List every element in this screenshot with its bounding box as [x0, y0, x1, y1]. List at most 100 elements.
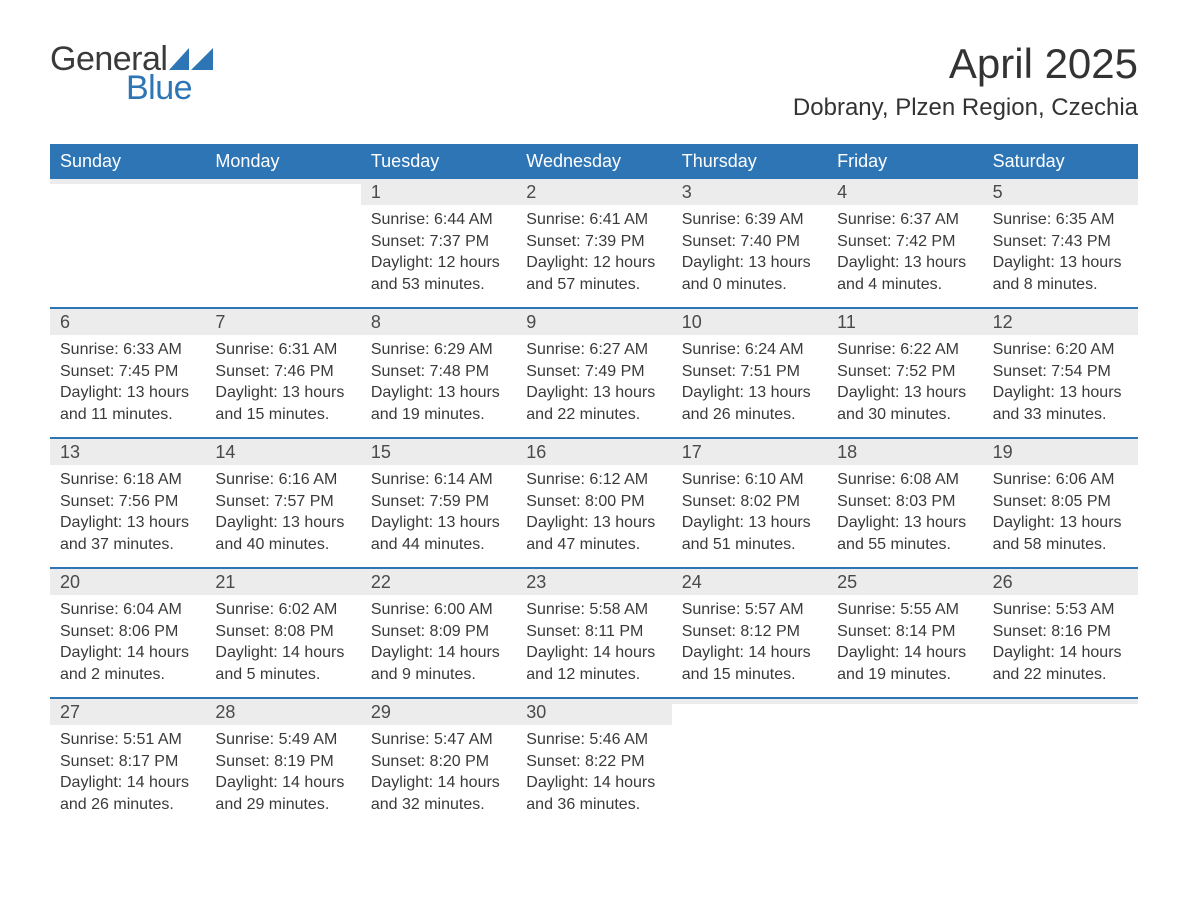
cell-body: Sunrise: 5:53 AM Sunset: 8:16 PM Dayligh…: [983, 595, 1138, 691]
calendar-cell: [50, 179, 205, 307]
date-number: 24: [672, 569, 827, 595]
calendar-cell: 21Sunrise: 6:02 AM Sunset: 8:08 PM Dayli…: [205, 569, 360, 697]
date-number: 30: [516, 699, 671, 725]
cell-body: Sunrise: 5:47 AM Sunset: 8:20 PM Dayligh…: [361, 725, 516, 821]
calendar-cell: 12Sunrise: 6:20 AM Sunset: 7:54 PM Dayli…: [983, 309, 1138, 437]
calendar-cell: 1Sunrise: 6:44 AM Sunset: 7:37 PM Daylig…: [361, 179, 516, 307]
calendar-cell: 4Sunrise: 6:37 AM Sunset: 7:42 PM Daylig…: [827, 179, 982, 307]
date-number: 21: [205, 569, 360, 595]
date-number: 10: [672, 309, 827, 335]
cell-body: Sunrise: 6:22 AM Sunset: 7:52 PM Dayligh…: [827, 335, 982, 431]
calendar-cell: 28Sunrise: 5:49 AM Sunset: 8:19 PM Dayli…: [205, 699, 360, 827]
cell-body: Sunrise: 6:04 AM Sunset: 8:06 PM Dayligh…: [50, 595, 205, 691]
calendar-cell: 14Sunrise: 6:16 AM Sunset: 7:57 PM Dayli…: [205, 439, 360, 567]
calendar-cell: 10Sunrise: 6:24 AM Sunset: 7:51 PM Dayli…: [672, 309, 827, 437]
weekday-sunday: Sunday: [50, 144, 205, 179]
calendar-cell: 11Sunrise: 6:22 AM Sunset: 7:52 PM Dayli…: [827, 309, 982, 437]
calendar-cell: 6Sunrise: 6:33 AM Sunset: 7:45 PM Daylig…: [50, 309, 205, 437]
date-number: 6: [50, 309, 205, 335]
calendar-cell: 26Sunrise: 5:53 AM Sunset: 8:16 PM Dayli…: [983, 569, 1138, 697]
date-number: 3: [672, 179, 827, 205]
cell-body: Sunrise: 5:55 AM Sunset: 8:14 PM Dayligh…: [827, 595, 982, 691]
date-number: 20: [50, 569, 205, 595]
calendar-week: 1Sunrise: 6:44 AM Sunset: 7:37 PM Daylig…: [50, 179, 1138, 307]
date-number: 11: [827, 309, 982, 335]
weekday-friday: Friday: [827, 144, 982, 179]
brand-blue: Blue: [126, 69, 213, 108]
cell-body: Sunrise: 6:33 AM Sunset: 7:45 PM Dayligh…: [50, 335, 205, 431]
cell-body: Sunrise: 6:02 AM Sunset: 8:08 PM Dayligh…: [205, 595, 360, 691]
calendar-cell: 25Sunrise: 5:55 AM Sunset: 8:14 PM Dayli…: [827, 569, 982, 697]
calendar-cell: 5Sunrise: 6:35 AM Sunset: 7:43 PM Daylig…: [983, 179, 1138, 307]
calendar-cell: 30Sunrise: 5:46 AM Sunset: 8:22 PM Dayli…: [516, 699, 671, 827]
brand-logo: General Blue: [50, 40, 213, 108]
calendar-cell: 22Sunrise: 6:00 AM Sunset: 8:09 PM Dayli…: [361, 569, 516, 697]
date-number: 18: [827, 439, 982, 465]
calendar-cell: [827, 699, 982, 827]
cell-body: Sunrise: 5:49 AM Sunset: 8:19 PM Dayligh…: [205, 725, 360, 821]
cell-body: Sunrise: 6:37 AM Sunset: 7:42 PM Dayligh…: [827, 205, 982, 301]
date-number: 2: [516, 179, 671, 205]
weekday-monday: Monday: [205, 144, 360, 179]
date-number: 1: [361, 179, 516, 205]
cell-body: Sunrise: 5:58 AM Sunset: 8:11 PM Dayligh…: [516, 595, 671, 691]
calendar-cell: 23Sunrise: 5:58 AM Sunset: 8:11 PM Dayli…: [516, 569, 671, 697]
cell-body: [983, 704, 1138, 714]
weeks-container: 1Sunrise: 6:44 AM Sunset: 7:37 PM Daylig…: [50, 179, 1138, 827]
date-number: 12: [983, 309, 1138, 335]
calendar-cell: [983, 699, 1138, 827]
date-number: 29: [361, 699, 516, 725]
cell-body: Sunrise: 6:00 AM Sunset: 8:09 PM Dayligh…: [361, 595, 516, 691]
date-number: 23: [516, 569, 671, 595]
calendar-cell: 20Sunrise: 6:04 AM Sunset: 8:06 PM Dayli…: [50, 569, 205, 697]
cell-body: Sunrise: 6:41 AM Sunset: 7:39 PM Dayligh…: [516, 205, 671, 301]
cell-body: Sunrise: 5:57 AM Sunset: 8:12 PM Dayligh…: [672, 595, 827, 691]
weekday-wednesday: Wednesday: [516, 144, 671, 179]
cell-body: Sunrise: 6:12 AM Sunset: 8:00 PM Dayligh…: [516, 465, 671, 561]
calendar-week: 27Sunrise: 5:51 AM Sunset: 8:17 PM Dayli…: [50, 697, 1138, 827]
cell-body: Sunrise: 6:06 AM Sunset: 8:05 PM Dayligh…: [983, 465, 1138, 561]
calendar-cell: 24Sunrise: 5:57 AM Sunset: 8:12 PM Dayli…: [672, 569, 827, 697]
date-number: 13: [50, 439, 205, 465]
title-block: April 2025 Dobrany, Plzen Region, Czechi…: [793, 40, 1138, 122]
date-number: 17: [672, 439, 827, 465]
cell-body: Sunrise: 6:18 AM Sunset: 7:56 PM Dayligh…: [50, 465, 205, 561]
weekday-header: Sunday Monday Tuesday Wednesday Thursday…: [50, 144, 1138, 179]
weekday-tuesday: Tuesday: [361, 144, 516, 179]
calendar-cell: 16Sunrise: 6:12 AM Sunset: 8:00 PM Dayli…: [516, 439, 671, 567]
cell-body: [827, 704, 982, 714]
cell-body: Sunrise: 6:08 AM Sunset: 8:03 PM Dayligh…: [827, 465, 982, 561]
date-number: 16: [516, 439, 671, 465]
weekday-saturday: Saturday: [983, 144, 1138, 179]
calendar-cell: 27Sunrise: 5:51 AM Sunset: 8:17 PM Dayli…: [50, 699, 205, 827]
cell-body: Sunrise: 5:51 AM Sunset: 8:17 PM Dayligh…: [50, 725, 205, 821]
cell-body: Sunrise: 6:44 AM Sunset: 7:37 PM Dayligh…: [361, 205, 516, 301]
cell-body: Sunrise: 6:29 AM Sunset: 7:48 PM Dayligh…: [361, 335, 516, 431]
calendar-cell: 29Sunrise: 5:47 AM Sunset: 8:20 PM Dayli…: [361, 699, 516, 827]
calendar-cell: 18Sunrise: 6:08 AM Sunset: 8:03 PM Dayli…: [827, 439, 982, 567]
calendar: Sunday Monday Tuesday Wednesday Thursday…: [50, 144, 1138, 827]
cell-body: Sunrise: 6:14 AM Sunset: 7:59 PM Dayligh…: [361, 465, 516, 561]
calendar-cell: 15Sunrise: 6:14 AM Sunset: 7:59 PM Dayli…: [361, 439, 516, 567]
calendar-cell: 7Sunrise: 6:31 AM Sunset: 7:46 PM Daylig…: [205, 309, 360, 437]
calendar-cell: 19Sunrise: 6:06 AM Sunset: 8:05 PM Dayli…: [983, 439, 1138, 567]
calendar-cell: 17Sunrise: 6:10 AM Sunset: 8:02 PM Dayli…: [672, 439, 827, 567]
cell-body: Sunrise: 5:46 AM Sunset: 8:22 PM Dayligh…: [516, 725, 671, 821]
month-title: April 2025: [793, 40, 1138, 88]
page-header: General Blue April 2025 Dobrany, Plzen R…: [50, 40, 1138, 122]
calendar-cell: 3Sunrise: 6:39 AM Sunset: 7:40 PM Daylig…: [672, 179, 827, 307]
cell-body: Sunrise: 6:27 AM Sunset: 7:49 PM Dayligh…: [516, 335, 671, 431]
cell-body: Sunrise: 6:31 AM Sunset: 7:46 PM Dayligh…: [205, 335, 360, 431]
cell-body: [672, 704, 827, 714]
date-number: 5: [983, 179, 1138, 205]
calendar-cell: [205, 179, 360, 307]
cell-body: Sunrise: 6:16 AM Sunset: 7:57 PM Dayligh…: [205, 465, 360, 561]
date-number: 27: [50, 699, 205, 725]
date-number: 9: [516, 309, 671, 335]
cell-body: Sunrise: 6:20 AM Sunset: 7:54 PM Dayligh…: [983, 335, 1138, 431]
cell-body: Sunrise: 6:10 AM Sunset: 8:02 PM Dayligh…: [672, 465, 827, 561]
weekday-thursday: Thursday: [672, 144, 827, 179]
cell-body: Sunrise: 6:39 AM Sunset: 7:40 PM Dayligh…: [672, 205, 827, 301]
location-label: Dobrany, Plzen Region, Czechia: [793, 94, 1138, 122]
calendar-cell: 9Sunrise: 6:27 AM Sunset: 7:49 PM Daylig…: [516, 309, 671, 437]
